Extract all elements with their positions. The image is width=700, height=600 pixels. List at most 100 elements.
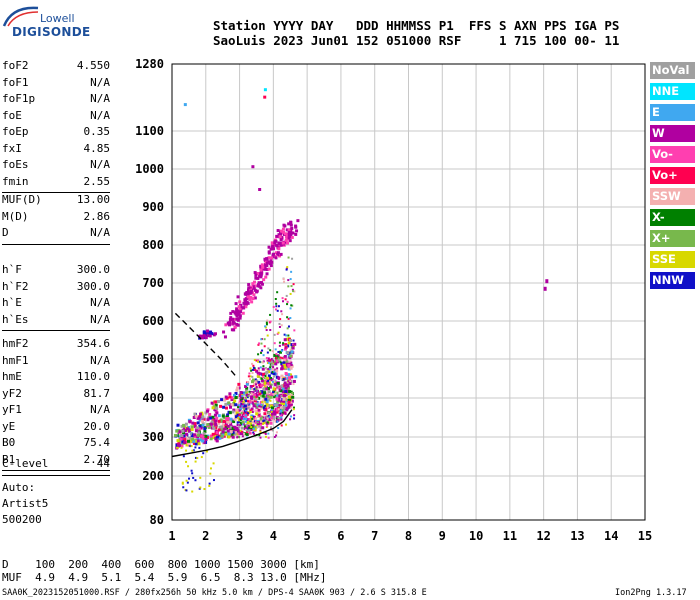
echo-point bbox=[245, 426, 248, 429]
echo-point bbox=[194, 442, 198, 446]
echo-point bbox=[184, 432, 188, 436]
echo-point bbox=[283, 381, 287, 385]
echo-point bbox=[229, 405, 233, 409]
echo-point bbox=[243, 432, 246, 435]
echo-point bbox=[285, 334, 288, 337]
echo-point bbox=[251, 375, 254, 378]
echo-point bbox=[258, 382, 261, 385]
echo-point bbox=[259, 404, 263, 408]
echo-point bbox=[214, 418, 218, 422]
echo-point bbox=[248, 298, 252, 302]
echo-point bbox=[277, 408, 280, 411]
x-tick-label: 11 bbox=[503, 529, 517, 543]
echo-point bbox=[187, 442, 191, 446]
echo-point bbox=[270, 408, 273, 411]
param-row: hmE 110.0 bbox=[2, 369, 110, 384]
echo-point bbox=[279, 361, 282, 364]
echo-point bbox=[282, 361, 286, 365]
echo-point bbox=[270, 361, 273, 364]
echo-point bbox=[206, 423, 210, 427]
echo-point bbox=[263, 385, 267, 389]
echo-point bbox=[235, 314, 239, 318]
echo-point bbox=[245, 412, 249, 416]
legend-entry-ssw: SSW bbox=[650, 188, 695, 205]
echo-point bbox=[194, 460, 197, 463]
y-tick-label: 1100 bbox=[135, 124, 164, 138]
y-tick-label: 1000 bbox=[135, 162, 164, 176]
echo-point bbox=[281, 411, 285, 415]
echo-point bbox=[270, 241, 274, 245]
echo-point bbox=[238, 426, 241, 429]
echo-point bbox=[227, 435, 231, 439]
echo-point bbox=[251, 371, 254, 374]
param-row: hmF2 354.6 bbox=[2, 336, 110, 351]
param-row: yF2 81.7 bbox=[2, 386, 110, 401]
echo-point bbox=[263, 264, 267, 268]
echo-point bbox=[249, 367, 252, 370]
echo-point bbox=[257, 359, 260, 362]
param-row: foF2 4.550 bbox=[2, 58, 110, 73]
echo-point bbox=[280, 416, 283, 419]
echo-point bbox=[199, 476, 202, 479]
echo-point bbox=[251, 401, 254, 404]
echo-point bbox=[287, 364, 291, 368]
echo-point bbox=[270, 426, 273, 429]
echo-point bbox=[239, 417, 243, 421]
echo-point bbox=[258, 434, 261, 437]
echo-point bbox=[254, 425, 258, 429]
echo-point bbox=[233, 425, 237, 429]
echo-point bbox=[226, 420, 230, 424]
echo-point bbox=[210, 332, 214, 336]
echo-point bbox=[234, 403, 238, 407]
echo-point bbox=[289, 278, 292, 281]
echo-point bbox=[273, 353, 277, 357]
echo-point bbox=[284, 346, 287, 349]
echo-point bbox=[267, 374, 271, 378]
echo-point bbox=[287, 222, 291, 226]
param-value: 4.550 bbox=[76, 59, 110, 72]
echo-point bbox=[269, 349, 272, 352]
echo-point bbox=[285, 407, 289, 411]
echo-point bbox=[254, 368, 257, 371]
echo-point bbox=[205, 436, 209, 440]
echo-point bbox=[286, 300, 289, 303]
echo-point bbox=[229, 316, 233, 320]
param-name: hmE bbox=[2, 370, 22, 383]
echo-point bbox=[255, 369, 259, 373]
echo-point bbox=[283, 232, 287, 236]
echo-point bbox=[212, 402, 216, 406]
echo-point bbox=[263, 259, 267, 263]
echo-point bbox=[290, 343, 294, 347]
echo-point bbox=[276, 229, 280, 233]
echo-point bbox=[276, 410, 280, 414]
echo-point bbox=[191, 437, 195, 441]
echo-point bbox=[278, 359, 282, 363]
echo-point bbox=[258, 274, 262, 278]
echo-point bbox=[282, 300, 285, 303]
echo-point bbox=[231, 431, 235, 435]
echo-point bbox=[242, 301, 246, 305]
echo-point bbox=[187, 439, 191, 443]
echo-point bbox=[203, 427, 207, 431]
echo-point bbox=[258, 372, 262, 376]
param-name: yF2 bbox=[2, 386, 22, 400]
echo-point bbox=[250, 428, 253, 431]
echo-point bbox=[282, 399, 286, 403]
echo-point bbox=[292, 379, 296, 383]
param-name: foF1p bbox=[2, 92, 36, 105]
echo-point bbox=[284, 363, 288, 367]
echo-point bbox=[279, 417, 283, 421]
echo-point bbox=[278, 404, 281, 407]
echo-point bbox=[250, 396, 254, 400]
echo-point bbox=[237, 305, 241, 309]
echo-point bbox=[257, 409, 260, 412]
echo-point bbox=[239, 424, 242, 427]
param-row: yF1 N/A bbox=[2, 402, 110, 417]
echo-point bbox=[273, 240, 277, 244]
echo-point bbox=[243, 393, 246, 396]
echo-point bbox=[263, 391, 267, 395]
echo-point bbox=[279, 412, 282, 415]
echo-point bbox=[265, 323, 268, 326]
echo-point bbox=[267, 245, 271, 249]
echo-point bbox=[250, 408, 253, 411]
